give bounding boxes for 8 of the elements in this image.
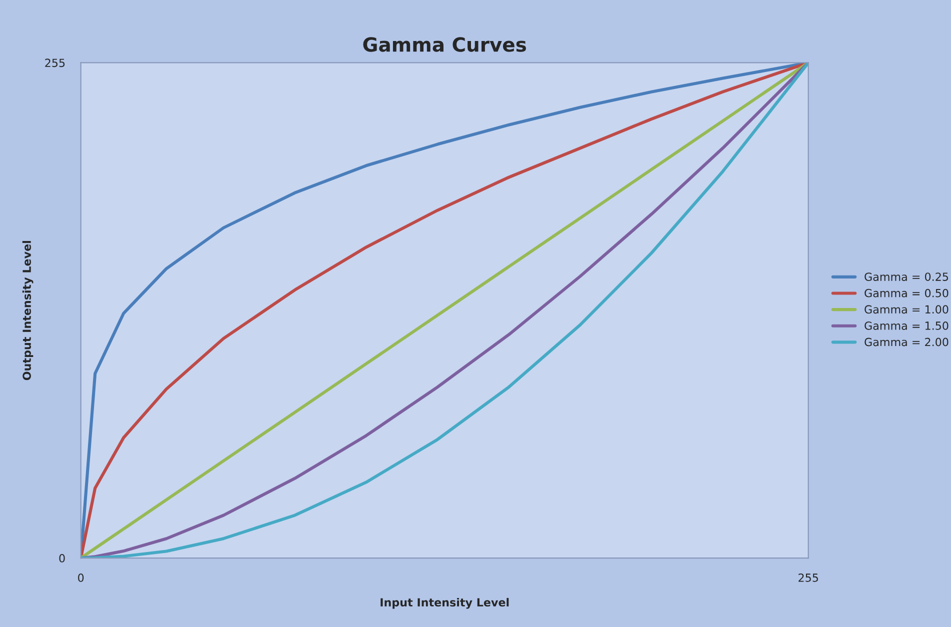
legend-label: Gamma = 1.50 xyxy=(864,321,948,330)
y-axis-title: Output Intensity Level xyxy=(22,241,34,380)
legend-label: Gamma = 1.00 xyxy=(864,305,948,314)
legend-label: Gamma = 0.25 xyxy=(864,272,948,281)
x-axis-title: Input Intensity Level xyxy=(380,598,509,609)
legend-label: Gamma = 0.50 xyxy=(864,288,948,298)
chart-title: Gamma Curves xyxy=(363,37,526,52)
legend-label: Gamma = 2.00 xyxy=(864,338,948,346)
